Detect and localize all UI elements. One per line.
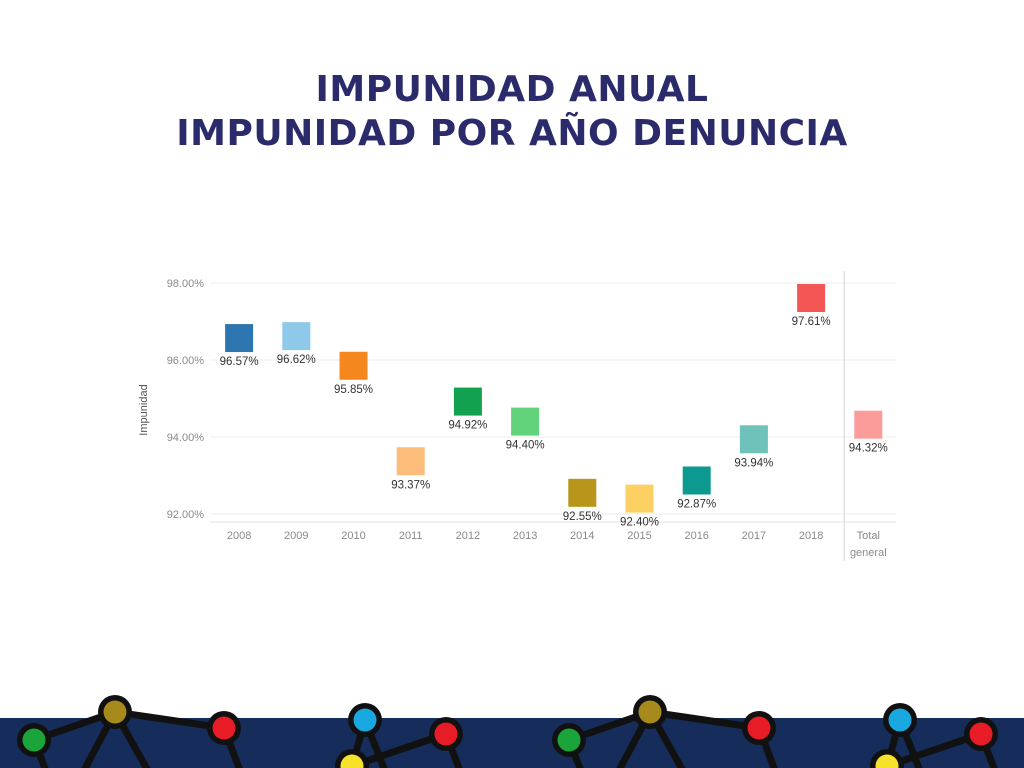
data-label: 92.87%: [677, 499, 716, 511]
network-node: [557, 728, 581, 752]
slide-title: IMPUNIDAD ANUAL IMPUNIDAD POR AÑO DENUNC…: [0, 68, 1024, 156]
network-node: [22, 728, 46, 752]
footer-network-decoration: [0, 695, 1024, 768]
x-tick-label: general: [850, 547, 887, 559]
footer-band: [0, 718, 1024, 768]
x-tick-label: 2009: [284, 530, 308, 542]
data-label: 97.61%: [792, 316, 831, 328]
network-node: [875, 754, 899, 768]
data-label: 92.55%: [563, 511, 602, 523]
x-tick-label: 2015: [627, 530, 651, 542]
data-label: 96.57%: [220, 356, 259, 368]
data-label: 95.85%: [334, 384, 373, 396]
network-node: [747, 716, 771, 740]
data-label: 93.37%: [391, 479, 430, 491]
x-tick-label: 2011: [399, 530, 423, 542]
data-point-square: [339, 351, 368, 380]
data-point-square: [739, 425, 768, 454]
network-node: [888, 708, 912, 732]
data-label: 94.92%: [448, 420, 487, 432]
x-tick-label: 2013: [513, 530, 537, 542]
network-line: [111, 708, 228, 732]
network-node: [969, 722, 993, 746]
x-tick-label: 2016: [684, 530, 708, 542]
impunidad-chart: 92.00% 94.00% 96.00% 98.00% Impunidad 2008 200…: [138, 271, 896, 561]
network-node: [340, 754, 364, 768]
data-point-square: [282, 322, 311, 351]
y-tick-label: 98.00%: [167, 278, 205, 290]
data-label: 96.62%: [277, 354, 316, 366]
grid-lines: [210, 271, 896, 561]
network-nodes: [17, 695, 998, 768]
y-tick-label: 96.00%: [167, 355, 205, 367]
network-node: [638, 700, 662, 724]
data-marks: 96.57% 96.62% 95.85% 93.37% 94.92% 94.40% 92.5…: [220, 284, 888, 529]
data-label: 92.40%: [620, 517, 659, 529]
network-line: [646, 708, 763, 732]
network-node: [103, 700, 127, 724]
x-tick-label: 2012: [456, 530, 480, 542]
y-axis-title: Impunidad: [138, 384, 150, 435]
data-point-square: [225, 324, 254, 353]
data-point-square: [854, 410, 883, 439]
y-tick-label: 94.00%: [167, 432, 205, 444]
network-node: [434, 722, 458, 746]
data-point-square: [568, 478, 597, 507]
x-tick-label: 2017: [742, 530, 766, 542]
x-tick-label: 2008: [227, 530, 251, 542]
data-point-square: [797, 284, 826, 313]
data-label: 94.40%: [506, 440, 545, 452]
y-tick-label: 92.00%: [167, 509, 205, 521]
title-line-1: IMPUNIDAD ANUAL: [315, 69, 709, 110]
x-tick-label: 2010: [341, 530, 365, 542]
network-node: [353, 708, 377, 732]
axes: 92.00% 94.00% 96.00% 98.00% Impunidad 2008 200…: [138, 278, 887, 559]
data-label: 93.94%: [734, 457, 773, 469]
x-tick-label: 2014: [570, 530, 594, 542]
x-tick-label: Total: [857, 530, 880, 542]
data-point-square: [511, 407, 540, 436]
data-point-square: [625, 484, 654, 513]
title-line-2: IMPUNIDAD POR AÑO DENUNCIA: [176, 113, 848, 154]
x-tick-label: 2018: [799, 530, 823, 542]
data-point-square: [396, 447, 425, 476]
network-node: [212, 716, 236, 740]
data-point-square: [682, 466, 711, 495]
data-label: 94.32%: [849, 443, 888, 455]
data-point-square: [453, 387, 482, 416]
